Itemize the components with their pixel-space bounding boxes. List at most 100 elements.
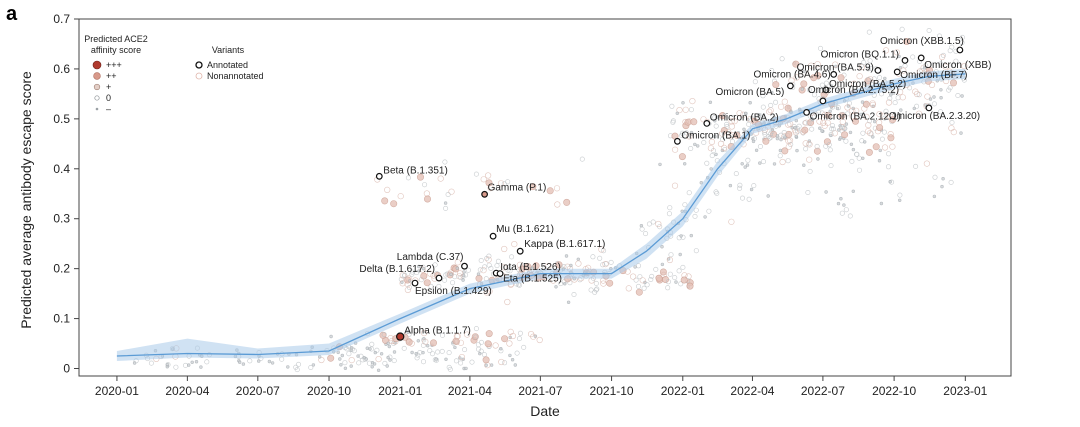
- nonannotated-point-815: [928, 97, 933, 101]
- nonannotated-point-467: [422, 182, 428, 188]
- nonannotated-point-963: [912, 88, 919, 95]
- annotated-label-14: Omicron (BA.5.9): [797, 62, 874, 73]
- nonannotated-point-255: [480, 267, 487, 274]
- nonannotated-point-604: [865, 121, 872, 129]
- nonannotated-point-50: [194, 360, 199, 364]
- nonannotated-point-211: [422, 338, 429, 345]
- nonannotated-point-692: [872, 143, 880, 151]
- nonannotated-point-891: [869, 101, 877, 108]
- annotated-point-2: [489, 232, 497, 240]
- nonannotated-point-643: [669, 103, 675, 109]
- nonannotated-point-879: [861, 59, 867, 65]
- nonannotated-point-1005: [737, 185, 743, 191]
- y-axis: 0 0.1 0.2 0.3 0.4 0.5 0.6 0.7: [53, 12, 79, 376]
- nonannotated-point-421: [597, 255, 603, 261]
- nonannotated-point-571: [818, 126, 822, 130]
- nonannotated-point-440: [588, 287, 594, 293]
- nonannotated-point-222: [475, 274, 483, 282]
- nonannotated-point-332: [444, 271, 450, 277]
- nonannotated-point-417: [593, 280, 599, 286]
- nonannotated-point-762: [961, 62, 968, 70]
- nonannotated-point-116: [453, 345, 457, 350]
- nonannotated-point-634: [877, 159, 882, 163]
- nonannotated-point-329: [420, 264, 426, 270]
- legend-affinity-label-3: +: [106, 82, 111, 92]
- nonannotated-point-456: [445, 192, 451, 198]
- nonannotated-point-802: [816, 118, 823, 125]
- nonannotated-point-457: [423, 190, 431, 197]
- nonannotated-point-727: [701, 140, 707, 146]
- nonannotated-point-94: [458, 360, 464, 366]
- nonannotated-point-883: [760, 93, 766, 99]
- annotated-label-11: Omicron (BA.2): [710, 112, 779, 123]
- nonannotated-point-913: [773, 99, 779, 105]
- nonannotated-point-1009: [932, 194, 937, 199]
- nonannotated-point-777: [955, 93, 961, 99]
- nonannotated-point-465: [485, 172, 492, 179]
- nonannotated-point-85: [478, 351, 482, 356]
- nonannotated-point-614: [854, 151, 860, 157]
- x-tick-label-8: 2022-01: [661, 384, 705, 398]
- nonannotated-point-674: [828, 132, 834, 138]
- nonannotated-point-644: [862, 140, 867, 144]
- nonannotated-point-312: [635, 283, 641, 289]
- nonannotated-point-140: [444, 357, 448, 361]
- nonannotated-point-396: [576, 257, 580, 261]
- nonannotated-point-531: [733, 171, 739, 177]
- nonannotated-point-903: [836, 89, 842, 95]
- nonannotated-point-235: [637, 274, 643, 280]
- annotated-point-14: [874, 66, 882, 74]
- nonannotated-point-254: [685, 273, 692, 280]
- nonannotated-point-612: [720, 144, 728, 151]
- annotated-label-18: Omicron (BQ.1.1): [821, 49, 899, 60]
- nonannotated-point-741: [708, 138, 716, 145]
- nonannotated-point-468: [480, 176, 487, 183]
- nonannotated-point-877: [810, 74, 818, 82]
- nonannotated-point-980: [793, 74, 800, 81]
- nonannotated-point-88: [439, 348, 445, 354]
- nonannotated-point-185: [386, 341, 390, 345]
- nonannotated-point-988: [949, 44, 955, 50]
- annotated-label-0: Beta (B.1.351): [383, 165, 447, 176]
- annotated-point-6: [435, 274, 443, 282]
- nonannotated-point-1013: [785, 158, 791, 164]
- nonannotated-point-910: [843, 51, 849, 57]
- nonannotated-point-918: [937, 109, 943, 115]
- nonannotated-point-1026: [739, 195, 745, 201]
- nonannotated-point-695: [729, 139, 735, 145]
- nonannotated-point-136: [447, 366, 453, 372]
- nonannotated-point-97: [426, 344, 430, 348]
- nonannotated-point-44: [241, 362, 246, 366]
- annotated-label-17: Omicron (BA.2.12.1): [810, 111, 901, 122]
- nonannotated-point-160: [462, 347, 468, 353]
- nonannotated-point-971: [932, 95, 936, 99]
- nonannotated-point-930: [899, 26, 905, 32]
- nonannotated-point-501: [660, 262, 665, 267]
- nonannotated-point-841: [926, 27, 932, 33]
- nonannotated-point-824: [936, 33, 942, 39]
- nonannotated-point-1038: [885, 164, 891, 170]
- nonannotated-point-958: [806, 120, 812, 126]
- nonannotated-point-386: [564, 254, 569, 258]
- x-tick-label-7: 2021-10: [590, 384, 634, 398]
- nonannotated-point-701: [689, 97, 696, 105]
- nonannotated-point-960: [806, 141, 813, 148]
- nonannotated-point-76: [429, 351, 435, 357]
- nonannotated-point-962: [916, 92, 922, 98]
- nonannotated-point-723: [718, 130, 726, 137]
- nonannotated-point-426: [501, 245, 508, 253]
- nonannotated-point-79: [410, 350, 414, 355]
- nonannotated-point-492: [658, 162, 662, 167]
- nonannotated-point-737: [848, 130, 853, 135]
- nonannotated-point-90: [342, 360, 348, 366]
- nonannotated-point-906: [807, 62, 815, 69]
- nonannotated-point-849: [817, 45, 823, 51]
- legend-affinity-marker-2: [93, 72, 101, 80]
- nonannotated-point-976: [844, 122, 849, 126]
- nonannotated-point-796: [858, 63, 865, 71]
- annotated-point-0: [375, 172, 383, 180]
- nonannotated-point-889: [912, 106, 916, 111]
- nonannotated-point-24: [148, 360, 154, 366]
- nonannotated-point-316: [428, 283, 434, 289]
- nonannotated-point-970: [757, 113, 761, 117]
